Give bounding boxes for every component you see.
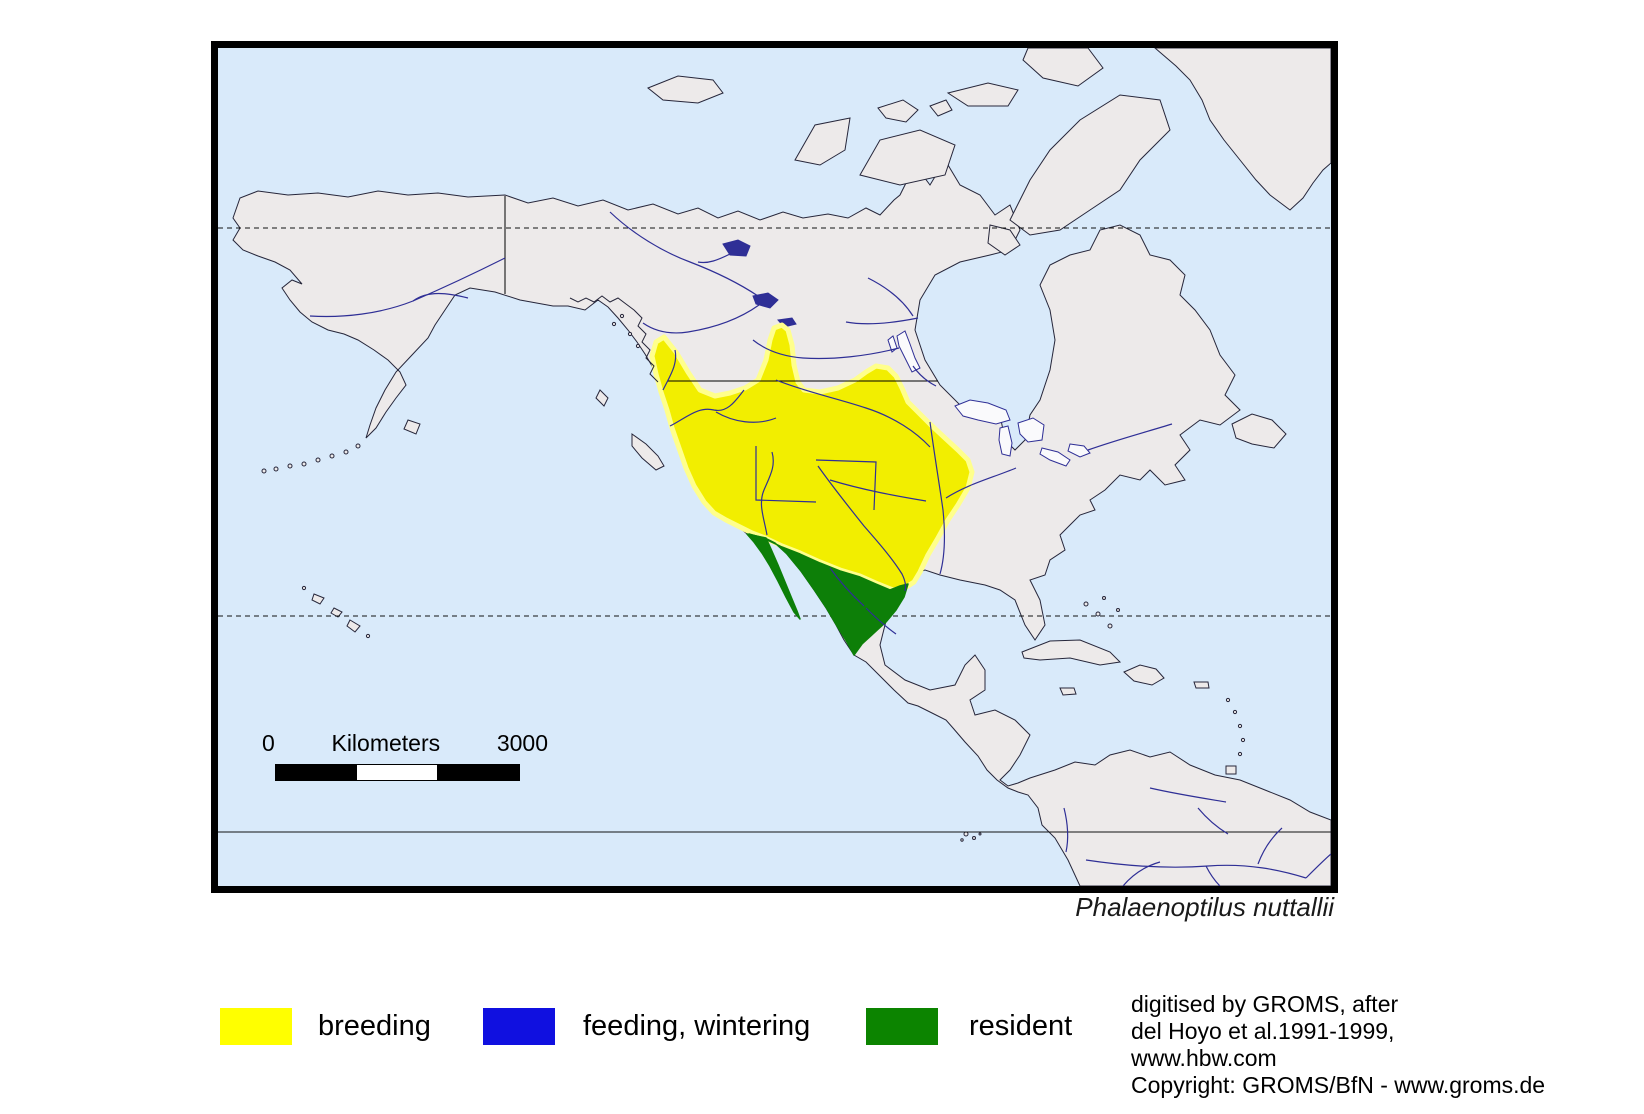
credits-line: digitised by GROMS, after bbox=[1131, 991, 1399, 1017]
caribbean-islands bbox=[1021, 596, 1246, 775]
hawaii-islands bbox=[301, 585, 371, 639]
galapagos-islands bbox=[960, 831, 982, 842]
breeding-range bbox=[649, 322, 975, 593]
feeding-wintering-label: feeding, wintering bbox=[583, 1010, 811, 1042]
species-title: Phalaenoptilus nuttallii bbox=[1075, 892, 1334, 922]
scale-start-label: 0 bbox=[262, 730, 275, 756]
pacific-islands bbox=[261, 313, 665, 474]
scale-labels: 0 Kilometers 3000 bbox=[262, 730, 548, 757]
map-canvas bbox=[218, 48, 1331, 886]
scale-bar-segment bbox=[357, 765, 437, 780]
resident-label: resident bbox=[969, 1010, 1073, 1042]
scale-unit-label: Kilometers bbox=[331, 730, 441, 756]
breeding-swatch bbox=[220, 1008, 292, 1045]
feeding-wintering-swatch bbox=[483, 1008, 555, 1045]
credits-line: Copyright: GROMS/BfN - www.groms.de bbox=[1131, 1072, 1546, 1098]
lakes bbox=[722, 239, 1091, 467]
credits-line: del Hoyo et al.1991-1999, bbox=[1131, 1018, 1395, 1044]
distribution-map: 0 Kilometers 3000 bbox=[211, 41, 1338, 893]
newfoundland bbox=[1231, 413, 1287, 449]
resident-range-baja bbox=[746, 533, 801, 620]
political-borders bbox=[504, 196, 938, 382]
resident-swatch bbox=[866, 1008, 938, 1045]
credits: digitised by GROMS, after del Hoyo et al… bbox=[1131, 991, 1611, 1099]
arctic-islands bbox=[647, 48, 1171, 256]
fjord-coast-detail bbox=[569, 295, 659, 383]
credits-line: www.hbw.com bbox=[1131, 1045, 1277, 1071]
breeding-label: breeding bbox=[318, 1010, 431, 1042]
scale-end-label: 3000 bbox=[496, 730, 548, 756]
resident-range-mainland bbox=[748, 533, 909, 656]
scale-bar bbox=[275, 764, 520, 781]
greenland bbox=[1154, 48, 1331, 211]
scale-bar-segment bbox=[437, 765, 519, 780]
scale-bar-segment bbox=[276, 765, 357, 780]
rivers bbox=[309, 211, 1331, 886]
